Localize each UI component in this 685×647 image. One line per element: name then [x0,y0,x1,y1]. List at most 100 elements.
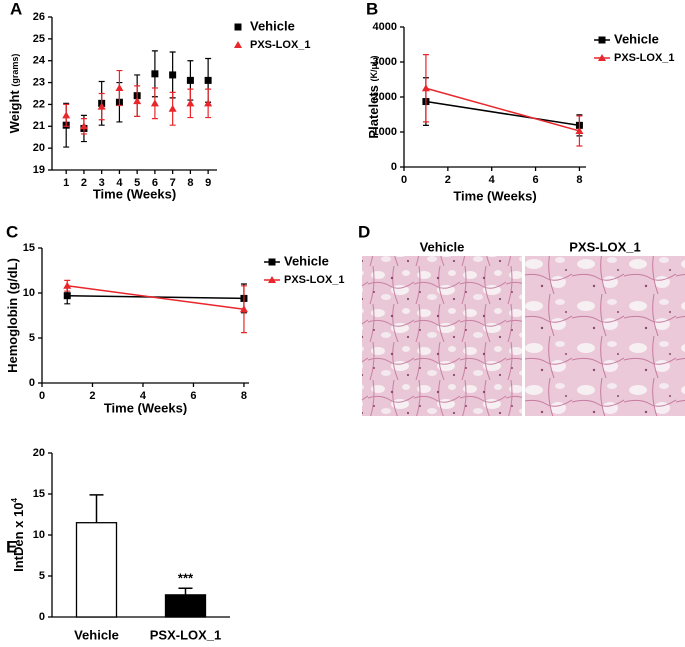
y-axis-title-unit: (grams) [10,54,20,87]
y-tick-label: 5 [39,570,45,582]
x-tick-label: 8 [187,177,193,189]
series-line [425,87,580,132]
marker [115,84,124,92]
legend-marker [598,54,606,61]
panel-letter: A [10,0,22,18]
series-line [425,100,580,127]
legend-marker [268,258,276,266]
bar [164,594,207,618]
x-tick-label: 1 [63,177,69,189]
y-tick-label: 0 [29,377,35,389]
legend-label: PXS-LOX_1 [614,52,675,64]
y-tick-label: 26 [33,11,45,23]
marker [63,292,71,300]
legend-label: Vehicle [614,31,659,46]
legend-label: PXS-LOX_1 [250,39,311,51]
marker [79,122,88,130]
marker [97,102,106,110]
marker [186,99,195,107]
x-tick-label: 6 [190,390,196,402]
panel-letter: E [6,537,17,556]
legend-marker [234,23,242,31]
x-tick-label: 6 [152,177,158,189]
marker [204,99,213,107]
x-tick-label: PSX-LOX_1 [150,627,222,642]
legend-label: Vehicle [284,253,329,268]
x-tick-label: 7 [170,177,176,189]
x-tick-label: 8 [576,174,582,186]
y-tick-label: 24 [33,55,46,67]
y-tick-label: 2000 [373,91,397,103]
panel-letter: C [6,222,18,241]
y-tick-label: 0 [391,161,397,173]
marker [204,76,212,84]
error-bar [89,494,104,523]
marker [62,111,71,119]
micrograph [362,256,522,416]
y-tick-label: 20 [33,447,45,459]
y-tick-label: 5 [29,332,35,344]
y-axis-title-sup: 4 [10,498,19,503]
series-line [67,285,245,310]
x-tick-label: 2 [89,390,95,402]
legend-marker [234,41,242,48]
x-tick-label: 3 [99,177,105,189]
significance: *** [178,571,194,586]
y-tick-label: 4000 [373,21,397,33]
marker [239,305,248,313]
x-tick-label: Vehicle [74,627,119,642]
y-axis-title-main: IntDen x 10 [11,503,26,572]
legend-label: Vehicle [250,18,295,33]
x-axis-title: Time (Weeks) [104,400,187,415]
x-tick-label: 0 [401,174,407,186]
y-tick-label: 19 [33,164,45,176]
x-tick-label: 8 [241,390,247,402]
y-tick-label: 22 [33,98,45,110]
marker [63,281,72,289]
y-tick-label: 25 [33,33,45,45]
x-tick-label: 4 [489,174,496,186]
y-tick-label: 21 [33,120,45,132]
marker [150,99,159,107]
legend-marker [268,276,276,283]
x-tick-label: 5 [134,177,140,189]
y-tick-label: 15 [33,488,45,500]
y-axis-title: IntDen x 104 [10,498,26,572]
marker [151,70,159,78]
y-tick-label: 3000 [373,56,397,68]
panel-letter: B [366,0,378,18]
y-tick-label: 10 [33,529,45,541]
y-axis-title-unit: (K/μL) [369,55,379,81]
error-bar [178,587,193,595]
image-label: PXS-LOX_1 [569,239,641,254]
y-tick-label: 20 [33,142,45,154]
image-label: Vehicle [420,239,465,254]
y-tick-label: 10 [23,287,35,299]
marker [421,84,430,92]
marker [186,76,194,84]
y-axis-title: Platelets (K/μL) [366,55,381,138]
y-axis-title-main: Hemoglobin (g/dL) [5,258,20,373]
x-tick-label: 9 [205,177,211,189]
x-axis-title: Time (Weeks) [93,186,176,201]
x-tick-label: 6 [533,174,539,186]
x-tick-label: 2 [81,177,87,189]
legend-label: PXS-LOX_1 [284,274,345,286]
y-axis-title-main: Platelets [366,85,381,138]
y-tick-label: 15 [23,242,35,254]
y-tick-label: 0 [39,611,45,623]
x-tick-label: 2 [445,174,451,186]
micrograph [525,256,685,416]
x-tick-label: 4 [140,390,147,402]
bar [75,522,118,618]
panel-letter: D [358,222,370,241]
marker [575,126,584,134]
y-axis-title: Weight (grams) [7,54,22,134]
y-axis-title: Hemoglobin (g/dL) [5,258,20,373]
marker [169,71,177,79]
marker [168,104,177,112]
marker [133,97,142,105]
y-tick-label: 23 [33,76,45,88]
legend-marker [598,36,606,44]
